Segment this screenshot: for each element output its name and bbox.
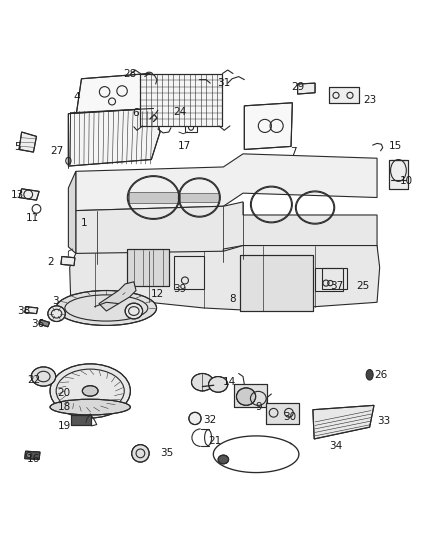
Polygon shape	[61, 256, 75, 265]
Bar	[266, 403, 299, 424]
Text: 19: 19	[57, 421, 71, 431]
Text: 14: 14	[223, 377, 237, 387]
Bar	[240, 255, 313, 311]
Text: 7: 7	[290, 147, 297, 157]
Text: 1: 1	[80, 218, 87, 228]
Bar	[240, 255, 313, 311]
Text: 4: 4	[74, 92, 81, 102]
Ellipse shape	[132, 445, 149, 462]
Ellipse shape	[237, 388, 256, 405]
Text: 28: 28	[123, 69, 136, 79]
Polygon shape	[19, 189, 39, 200]
Text: 39: 39	[173, 284, 186, 294]
Text: 10: 10	[400, 176, 413, 187]
Polygon shape	[99, 282, 136, 311]
Ellipse shape	[125, 303, 143, 319]
Polygon shape	[70, 246, 380, 311]
Bar	[127, 249, 169, 286]
Polygon shape	[130, 192, 177, 203]
Text: 29: 29	[291, 83, 304, 93]
Bar	[234, 384, 267, 407]
Bar	[185, 119, 197, 132]
Polygon shape	[68, 108, 160, 166]
Text: 13: 13	[11, 190, 24, 200]
Ellipse shape	[208, 376, 228, 392]
Ellipse shape	[82, 386, 98, 396]
Polygon shape	[25, 451, 40, 459]
Text: 32: 32	[203, 415, 216, 425]
Bar	[266, 403, 299, 424]
Bar	[71, 415, 91, 425]
Bar	[141, 74, 223, 126]
Text: 27: 27	[50, 146, 63, 156]
Polygon shape	[244, 103, 292, 149]
Bar	[329, 87, 359, 103]
Text: 15: 15	[389, 141, 403, 151]
Bar	[141, 74, 223, 126]
Polygon shape	[180, 193, 219, 202]
Text: 35: 35	[160, 448, 173, 458]
Text: 20: 20	[57, 388, 71, 398]
Ellipse shape	[218, 455, 229, 464]
Text: 12: 12	[151, 288, 165, 298]
Ellipse shape	[50, 364, 131, 418]
Ellipse shape	[48, 306, 65, 321]
Ellipse shape	[26, 453, 32, 458]
Text: 36: 36	[31, 319, 44, 329]
Bar	[315, 268, 343, 290]
Bar	[71, 415, 91, 425]
Text: 9: 9	[255, 402, 261, 412]
Text: 11: 11	[25, 214, 39, 223]
Text: 17: 17	[177, 141, 191, 151]
Text: 21: 21	[208, 436, 221, 446]
Text: 24: 24	[173, 107, 186, 117]
Text: 25: 25	[357, 281, 370, 291]
Text: 31: 31	[217, 78, 230, 88]
Bar	[389, 160, 408, 189]
Bar	[182, 101, 203, 118]
Bar	[329, 87, 359, 103]
Text: 37: 37	[330, 281, 343, 291]
Text: 26: 26	[374, 370, 387, 380]
Text: 33: 33	[378, 416, 391, 426]
Polygon shape	[76, 154, 377, 211]
Polygon shape	[297, 83, 315, 94]
Polygon shape	[76, 202, 377, 264]
Text: 2: 2	[48, 257, 54, 267]
Bar	[234, 384, 267, 407]
Ellipse shape	[50, 399, 131, 415]
Text: 8: 8	[229, 294, 235, 304]
Ellipse shape	[31, 367, 56, 386]
Text: 30: 30	[284, 412, 297, 422]
Bar	[174, 256, 204, 289]
Text: 34: 34	[329, 441, 343, 451]
Polygon shape	[68, 171, 76, 253]
Ellipse shape	[56, 290, 156, 326]
Bar	[389, 160, 408, 189]
Text: 23: 23	[363, 95, 376, 104]
Polygon shape	[39, 320, 49, 327]
Polygon shape	[76, 74, 149, 115]
Bar	[321, 268, 347, 289]
Text: 5: 5	[14, 142, 21, 152]
Text: 18: 18	[57, 402, 71, 412]
Polygon shape	[19, 132, 36, 152]
Text: 6: 6	[133, 108, 139, 118]
Ellipse shape	[189, 413, 201, 425]
Polygon shape	[313, 405, 374, 439]
Text: 16: 16	[27, 455, 40, 464]
Text: 22: 22	[27, 375, 40, 385]
Text: 3: 3	[52, 296, 59, 306]
Polygon shape	[25, 306, 38, 313]
Bar	[127, 249, 169, 286]
Ellipse shape	[366, 369, 373, 380]
Ellipse shape	[191, 374, 213, 391]
Text: 38: 38	[17, 306, 30, 316]
